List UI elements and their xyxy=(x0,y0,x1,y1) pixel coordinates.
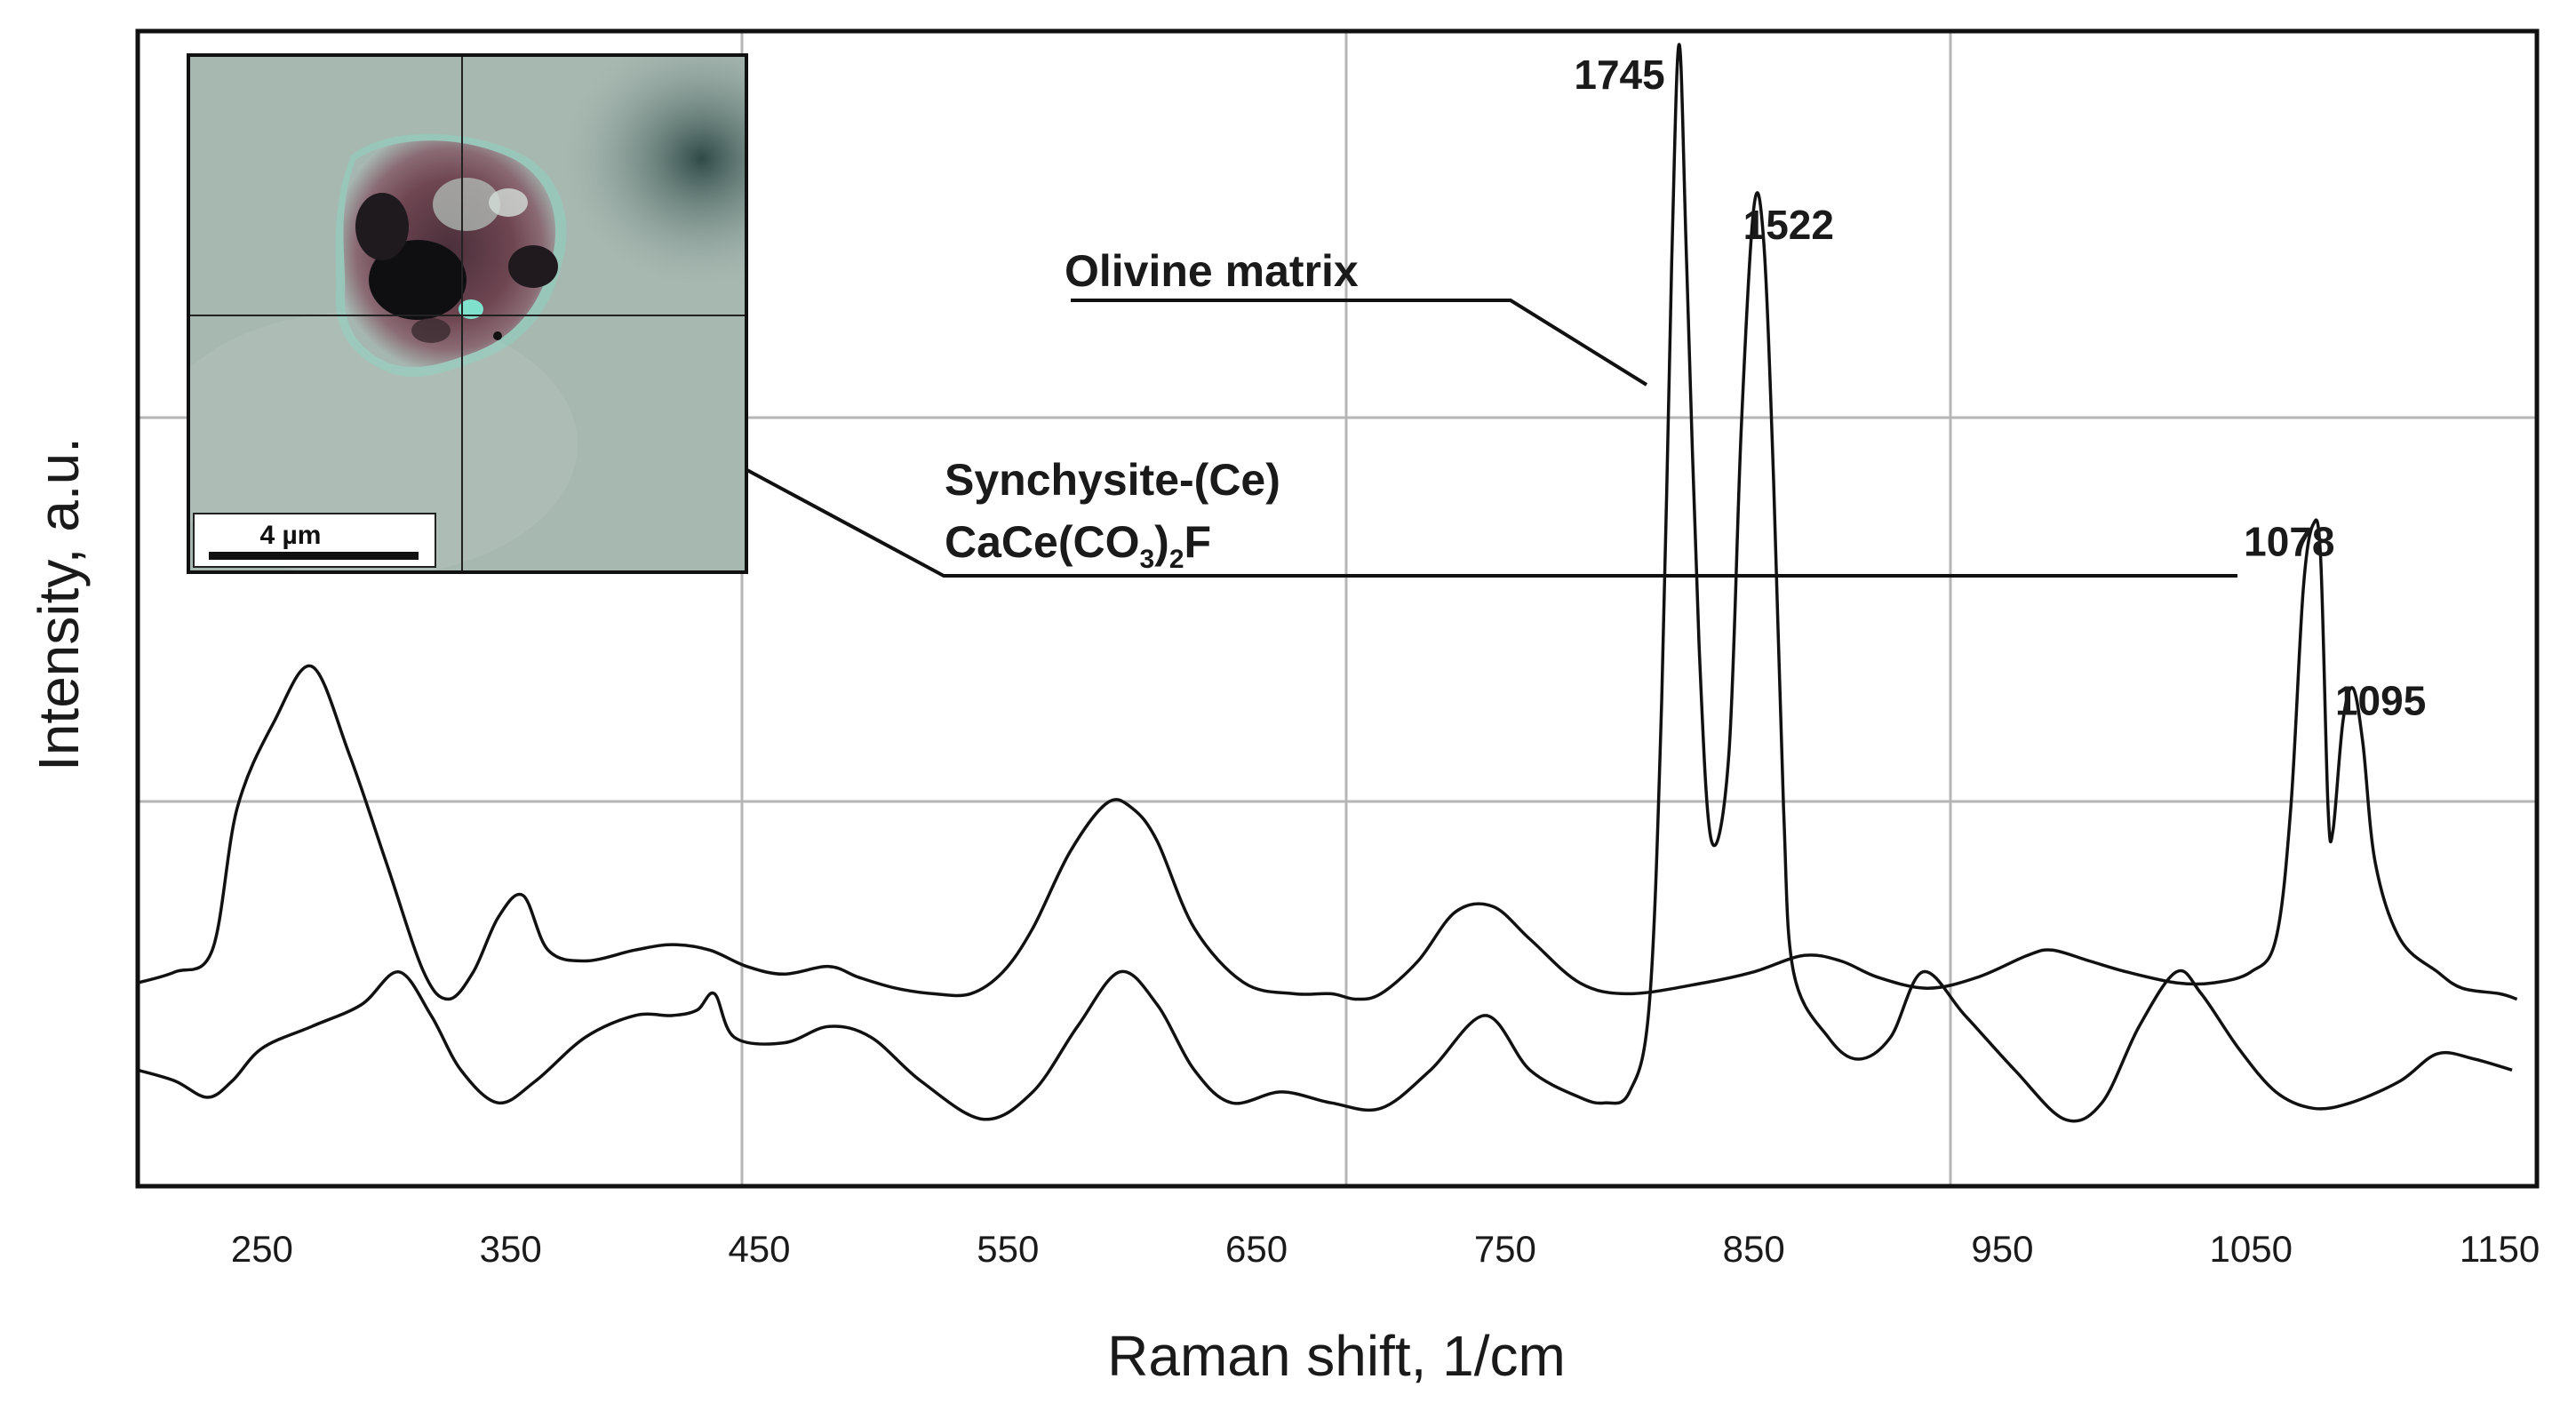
scale-bar xyxy=(209,552,419,560)
x-axis-label: Raman shift, 1/cm xyxy=(1107,1324,1566,1388)
x-tick-label: 950 xyxy=(1971,1228,2033,1270)
x-tick-label: 750 xyxy=(1474,1228,1536,1270)
inset-micrograph: 4 µm xyxy=(187,53,748,574)
synchysite-label: Synchysite-(Ce) xyxy=(945,455,1280,505)
x-tick-label: 550 xyxy=(977,1228,1039,1270)
synchysite-leader-line xyxy=(497,334,2237,578)
plot-frame xyxy=(135,28,2540,1189)
peak-labels: 1745 1522 1078 1095 xyxy=(1574,52,2426,724)
peak-label: 1745 xyxy=(1574,52,1664,98)
peak-label: 1078 xyxy=(2244,518,2334,564)
x-tick-label: 1150 xyxy=(2460,1228,2540,1270)
olivine-matrix-spectrum xyxy=(138,43,2513,1123)
peak-label: 1095 xyxy=(2335,678,2426,724)
x-tick-labels: 250 350 450 550 650 750 850 950 1050 1150 xyxy=(231,1228,2540,1270)
annotation-leaders xyxy=(497,299,2237,578)
olivine-leader-line xyxy=(1071,299,1648,387)
synchysite-formula: CaCe(CO3)2F xyxy=(945,517,1211,574)
synchysite-spectrum xyxy=(138,518,2518,1001)
x-tick-label: 850 xyxy=(1723,1228,1785,1270)
x-tick-label: 350 xyxy=(480,1228,542,1270)
x-tick-label: 450 xyxy=(728,1228,790,1270)
scale-bar-label: 4 µm xyxy=(260,521,322,550)
x-tick-label: 650 xyxy=(1225,1228,1288,1270)
series-layer xyxy=(138,43,2518,1123)
y-axis-label: Intensity, a.u. xyxy=(27,437,91,771)
x-tick-label: 250 xyxy=(231,1228,293,1270)
olivine-label: Olivine matrix xyxy=(1065,246,1359,296)
peak-label: 1522 xyxy=(1743,202,1834,248)
x-tick-label: 1050 xyxy=(2210,1228,2293,1270)
